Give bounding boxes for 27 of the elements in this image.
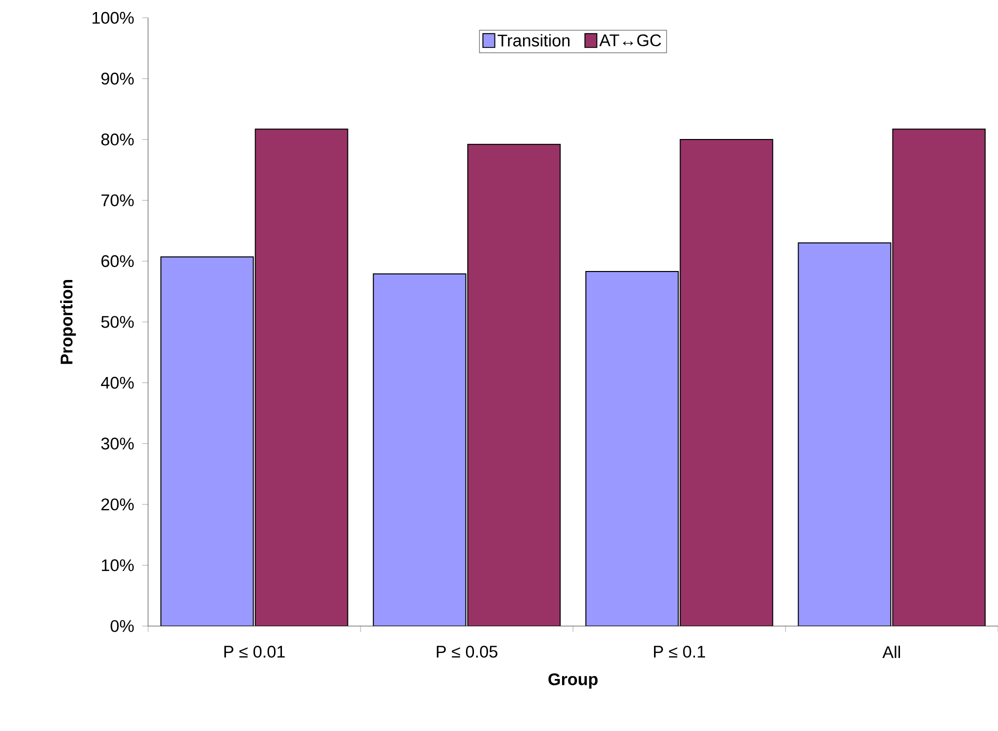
y-tick-label: 100%: [92, 12, 134, 24]
y-tick-label: 70%: [101, 194, 134, 206]
x-tick-label: P ≤ 0.05: [436, 646, 498, 658]
y-tick-label: 90%: [101, 72, 134, 85]
x-tick-label: P ≤ 0.1: [654, 646, 706, 658]
bar: [798, 242, 892, 626]
bar: [585, 270, 679, 626]
bar: [160, 256, 254, 626]
bar: [372, 273, 466, 626]
y-tick-label: 80%: [101, 133, 134, 146]
x-tick-label: P ≤ 0.01: [224, 646, 285, 658]
x-axis-title: Group: [548, 673, 598, 689]
bar: [467, 144, 561, 626]
y-tick-label: 40%: [101, 376, 134, 389]
y-tick-label: 0%: [110, 620, 134, 632]
y-tick-label: 50%: [101, 316, 134, 328]
y-tick-label: 60%: [101, 255, 134, 268]
bar: [254, 128, 348, 626]
y-tick-label: 20%: [101, 498, 134, 510]
x-tick-label: All: [882, 646, 900, 658]
legend-label: Transition: [498, 34, 570, 46]
legend-label: AT↔GC: [599, 34, 662, 46]
bar: [680, 138, 774, 626]
y-axis-title: Proportion: [60, 280, 76, 364]
y-tick-label: 30%: [101, 438, 134, 450]
y-tick-label: 10%: [102, 559, 134, 572]
bar: [892, 128, 986, 626]
